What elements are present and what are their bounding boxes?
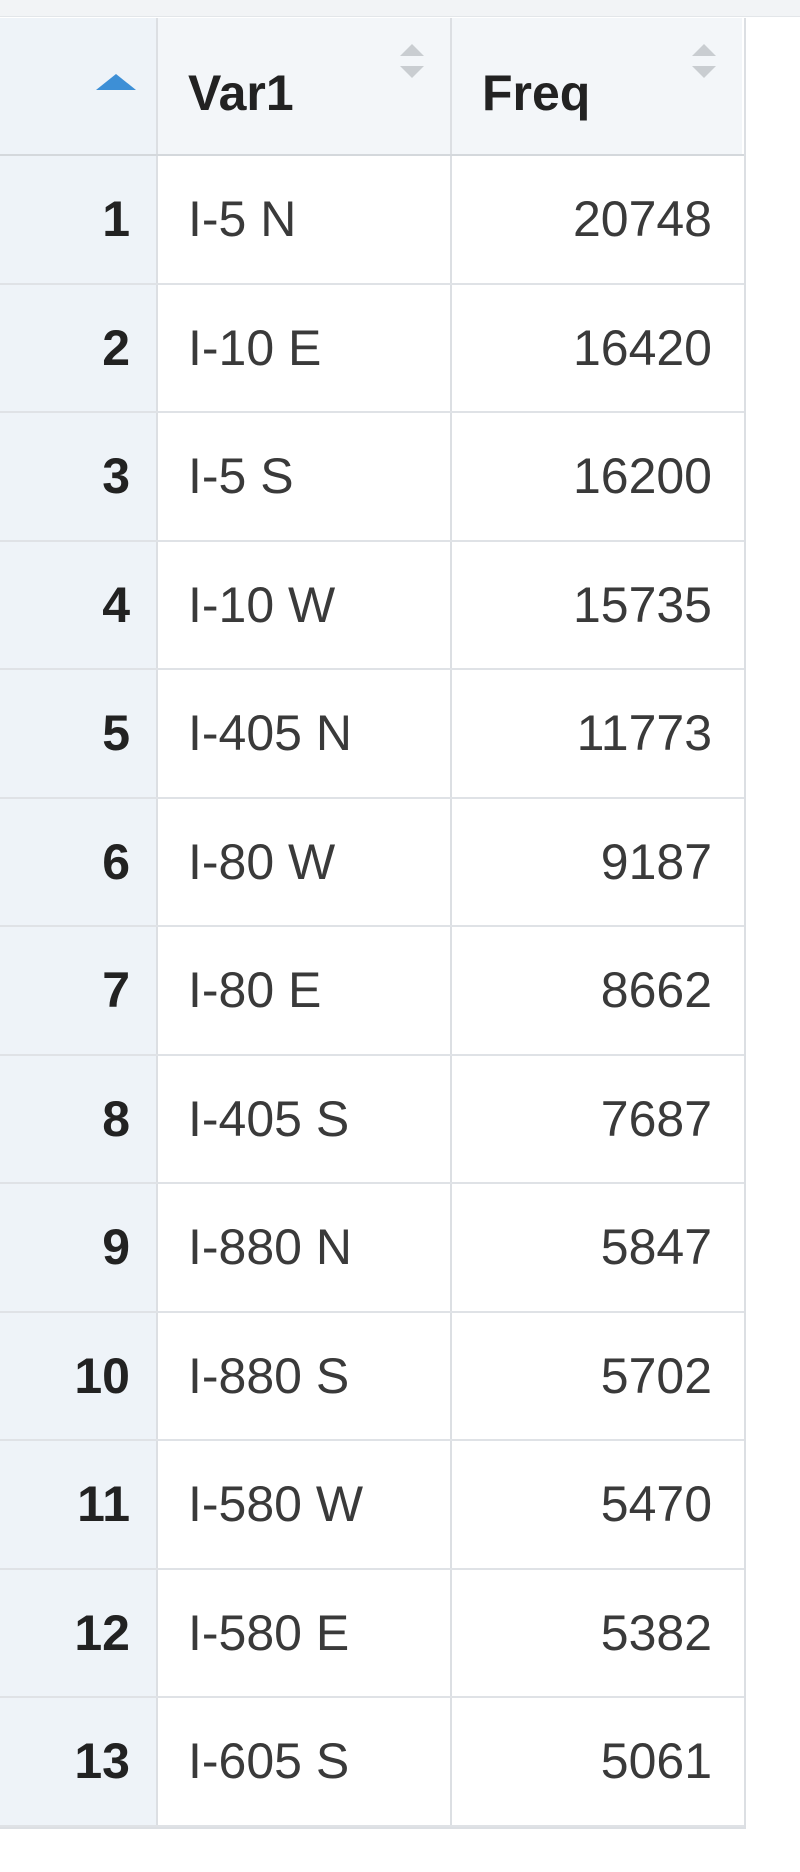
table-header-row: Var1 Freq	[0, 18, 744, 156]
row-index-cell: 4	[0, 541, 158, 668]
freq-header-label: Freq	[482, 65, 591, 121]
row-index-cell: 11	[0, 1441, 158, 1568]
sort-icon[interactable]	[692, 44, 716, 94]
freq-cell[interactable]: 16200	[572, 448, 712, 505]
var1-cell[interactable]: I-880 N	[158, 1184, 452, 1311]
table-row[interactable]: 4 I-10 W 15735	[0, 541, 744, 670]
row-index-cell: 10	[0, 1312, 158, 1439]
var1-cell[interactable]: I-580 W	[158, 1441, 452, 1568]
toolbar-strip	[0, 0, 800, 17]
var1-cell[interactable]: I-605 S	[158, 1698, 452, 1825]
var1-cell[interactable]: I-80 W	[158, 798, 452, 925]
row-index-cell: 8	[0, 1055, 158, 1182]
sort-ascending-icon[interactable]	[96, 74, 136, 90]
table-row[interactable]: 5 I-405 N 11773	[0, 670, 744, 799]
var1-cell[interactable]: I-405 S	[158, 1055, 452, 1182]
freq-cell[interactable]: 8662	[600, 962, 712, 1019]
var1-cell[interactable]: I-880 S	[158, 1312, 452, 1439]
freq-cell[interactable]: 16420	[572, 319, 712, 376]
var1-cell[interactable]: I-10 E	[158, 284, 452, 411]
row-index-cell: 7	[0, 927, 158, 1054]
table-row[interactable]: 9 I-880 N 5847	[0, 1184, 744, 1313]
table-row[interactable]: 10 I-880 S 5702	[0, 1312, 744, 1441]
table-row[interactable]: 8 I-405 S 7687	[0, 1055, 744, 1184]
freq-cell[interactable]: 5702	[600, 1347, 712, 1404]
table-row[interactable]: 3 I-5 S 16200	[0, 413, 744, 542]
freq-cell[interactable]: 5382	[600, 1604, 712, 1661]
freq-cell[interactable]: 7687	[600, 1090, 712, 1147]
row-index-cell: 1	[0, 156, 158, 283]
freq-cell[interactable]: 5061	[600, 1733, 712, 1790]
table-row[interactable]: 6 I-80 W 9187	[0, 798, 744, 927]
row-index-cell: 2	[0, 284, 158, 411]
row-index-cell: 13	[0, 1698, 158, 1825]
row-index-cell: 3	[0, 413, 158, 540]
table-row[interactable]: 12 I-580 E 5382	[0, 1569, 744, 1698]
table-row[interactable]: 13 I-605 S 5061	[0, 1698, 744, 1827]
table-row[interactable]: 7 I-80 E 8662	[0, 927, 744, 1056]
var1-cell[interactable]: I-80 E	[158, 927, 452, 1054]
var1-cell[interactable]: I-405 N	[158, 670, 452, 797]
table-body: 1 I-5 N 20748 2 I-10 E 16420 3 I-5 S 16200 4 I-10 …	[0, 156, 744, 1827]
var1-cell[interactable]: I-10 W	[158, 541, 452, 668]
table-row[interactable]: 1 I-5 N 20748	[0, 156, 744, 285]
row-index-cell: 6	[0, 798, 158, 925]
freq-cell[interactable]: 15735	[572, 576, 712, 633]
column-header-index[interactable]	[0, 18, 158, 154]
freq-cell[interactable]: 9187	[600, 833, 712, 890]
var1-cell[interactable]: I-5 N	[158, 156, 452, 283]
var1-cell[interactable]: I-580 E	[158, 1569, 452, 1696]
var1-header-label: Var1	[188, 65, 294, 121]
table-row[interactable]: 11 I-580 W 5470	[0, 1441, 744, 1570]
var1-cell[interactable]: I-5 S	[158, 413, 452, 540]
row-index-cell: 12	[0, 1569, 158, 1696]
freq-cell[interactable]: 20748	[572, 191, 712, 248]
column-header-var1[interactable]: Var1	[158, 18, 452, 154]
row-index-cell: 9	[0, 1184, 158, 1311]
column-header-freq[interactable]: Freq	[452, 18, 742, 154]
table-row[interactable]: 2 I-10 E 16420	[0, 284, 744, 413]
sort-icon[interactable]	[400, 44, 424, 94]
freq-cell[interactable]: 5847	[600, 1219, 712, 1276]
freq-cell[interactable]: 11773	[576, 705, 712, 762]
freq-cell[interactable]: 5470	[600, 1476, 712, 1533]
row-index-cell: 5	[0, 670, 158, 797]
